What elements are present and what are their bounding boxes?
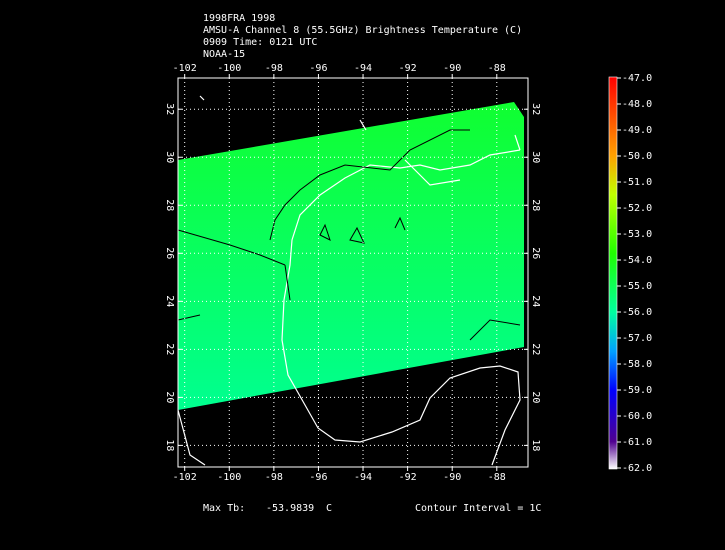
lat-tick-label: 24 bbox=[530, 295, 541, 307]
swath bbox=[178, 102, 524, 410]
colorbar-label: -52.0 bbox=[622, 203, 652, 214]
lon-tick-label: -98 bbox=[265, 472, 283, 483]
lat-tick-label: 20 bbox=[164, 391, 175, 403]
lat-tick-label: 26 bbox=[530, 247, 541, 259]
lon-tick-label: -100 bbox=[217, 63, 241, 74]
lon-tick-label: -94 bbox=[354, 472, 372, 483]
lon-tick-label: -96 bbox=[309, 63, 327, 74]
lon-tick-label: -90 bbox=[443, 63, 461, 74]
lon-tick-label: -98 bbox=[265, 63, 283, 74]
colorbar-label: -60.0 bbox=[622, 411, 652, 422]
lon-tick-label: -100 bbox=[217, 472, 241, 483]
header-line: AMSU-A Channel 8 (55.5GHz) Brightness Te… bbox=[203, 25, 522, 36]
colorbar-label: -51.0 bbox=[622, 177, 652, 188]
colorbar-label: -54.0 bbox=[622, 255, 652, 266]
footer: Max Tb: -53.9839 C Contour Interval = 1C bbox=[203, 503, 541, 514]
lat-tick-label: 18 bbox=[530, 439, 541, 451]
footer-contour: Contour Interval = 1C bbox=[415, 503, 541, 514]
lat-tick-label: 30 bbox=[164, 151, 175, 163]
lon-tick-label: -88 bbox=[488, 63, 506, 74]
colorbar-label: -50.0 bbox=[622, 151, 652, 162]
lat-tick-label: 22 bbox=[530, 343, 541, 355]
colorbar-label: -62.0 bbox=[622, 463, 652, 474]
footer-label: Max Tb: bbox=[203, 503, 245, 514]
header-line: NOAA-15 bbox=[203, 49, 245, 60]
contour bbox=[177, 129, 521, 341]
lat-tick-label: 18 bbox=[164, 439, 175, 451]
footer-value: -53.9839 bbox=[266, 503, 314, 514]
lon-tick-label: -92 bbox=[399, 63, 417, 74]
lon-tick-label: -92 bbox=[399, 472, 417, 483]
colorbar-label: -47.0 bbox=[622, 73, 652, 84]
lat-tick-label: 22 bbox=[164, 343, 175, 355]
colorbar-label: -49.0 bbox=[622, 125, 652, 136]
lat-tick-label: 26 bbox=[164, 247, 175, 259]
colorbar bbox=[608, 76, 618, 470]
lon-tick-label: -102 bbox=[173, 472, 197, 483]
colorbar-label: -57.0 bbox=[622, 333, 652, 344]
colorbar-label: -53.0 bbox=[622, 229, 652, 240]
lon-tick-label: -90 bbox=[443, 472, 461, 483]
lon-tick-label: -102 bbox=[173, 63, 197, 74]
header: 1998FRA 1998 AMSU-A Channel 8 (55.5GHz) … bbox=[203, 13, 522, 60]
colorbar-label: -56.0 bbox=[622, 307, 652, 318]
colorbar-label: -61.0 bbox=[622, 437, 652, 448]
lon-tick-label: -94 bbox=[354, 63, 372, 74]
lat-tick-label: 30 bbox=[530, 151, 541, 163]
lat-tick-label: 32 bbox=[164, 103, 175, 115]
colorbar-label: -59.0 bbox=[622, 385, 652, 396]
map-frame bbox=[177, 77, 529, 468]
lat-tick-label: 28 bbox=[530, 199, 541, 211]
colorbar-label: -58.0 bbox=[622, 359, 652, 370]
lat-tick-label: 24 bbox=[164, 295, 175, 307]
lon-tick-label: -96 bbox=[309, 472, 327, 483]
colorbar-label: -55.0 bbox=[622, 281, 652, 292]
lon-tick-label: -88 bbox=[488, 472, 506, 483]
lat-tick-label: 32 bbox=[530, 103, 541, 115]
colorbar-label: -48.0 bbox=[622, 99, 652, 110]
lat-tick-label: 20 bbox=[530, 391, 541, 403]
header-line: 1998FRA 1998 bbox=[203, 13, 275, 24]
header-line: 0909 Time: 0121 UTC bbox=[203, 37, 317, 48]
lat-tick-label: 28 bbox=[164, 199, 175, 211]
coastline bbox=[177, 95, 521, 466]
footer-unit: C bbox=[326, 503, 332, 514]
